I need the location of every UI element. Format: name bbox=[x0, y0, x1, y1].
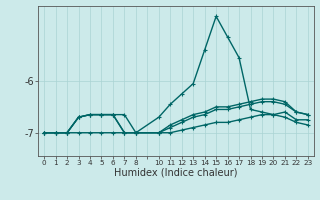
X-axis label: Humidex (Indice chaleur): Humidex (Indice chaleur) bbox=[114, 168, 238, 178]
